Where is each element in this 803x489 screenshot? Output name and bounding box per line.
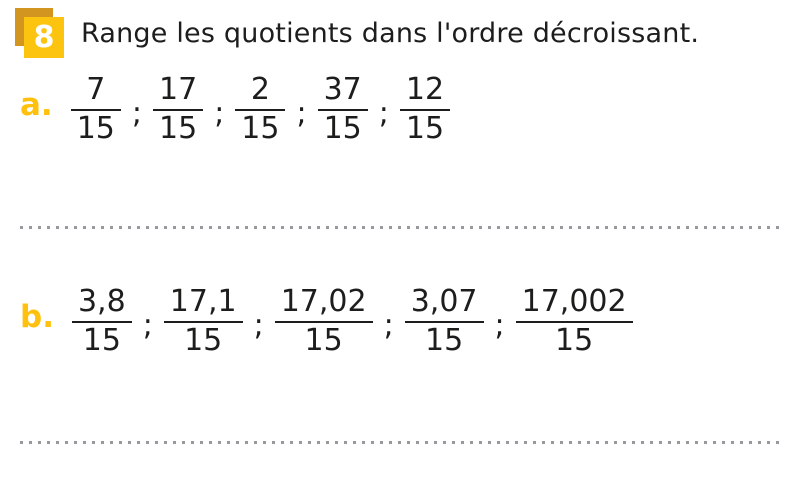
fraction: 17,1 15 xyxy=(163,284,243,359)
item-a-label: a. xyxy=(20,86,53,123)
fraction-bar xyxy=(153,109,204,112)
fraction-bar xyxy=(70,109,121,112)
fraction-denominator: 15 xyxy=(184,323,223,359)
fraction-bar xyxy=(404,321,484,324)
separator: ; xyxy=(253,308,264,344)
separator: ; xyxy=(214,96,225,132)
fraction-denominator: 15 xyxy=(555,323,594,359)
item-b-row: b. 3,8 15 ; 17,1 15 ; 17,02 15 ; 3,07 15… xyxy=(20,284,633,359)
fraction: 12 15 xyxy=(399,72,451,147)
fraction-bar xyxy=(274,321,373,324)
fraction-numerator: 17 xyxy=(159,72,198,107)
fraction: 7 15 xyxy=(70,72,121,147)
fraction-numerator: 7 xyxy=(86,72,106,107)
fraction-denominator: 15 xyxy=(159,111,198,147)
separator: ; xyxy=(383,308,394,344)
item-b-label: b. xyxy=(20,298,54,335)
fraction: 37 15 xyxy=(317,72,368,147)
fraction-bar xyxy=(515,321,633,324)
separator: ; xyxy=(494,308,505,344)
fraction: 2 15 xyxy=(235,72,286,147)
fraction-denominator: 15 xyxy=(241,111,280,147)
separator: ; xyxy=(378,96,389,132)
fraction-numerator: 2 xyxy=(250,72,270,107)
fraction-numerator: 12 xyxy=(405,72,445,107)
fraction: 3,8 15 xyxy=(71,284,132,359)
fraction-numerator: 3,07 xyxy=(410,284,478,319)
answer-dotted-line-b xyxy=(20,441,782,444)
fraction-numerator: 3,8 xyxy=(77,284,126,319)
fraction-denominator: 15 xyxy=(425,323,464,359)
fraction: 17,002 15 xyxy=(515,284,633,359)
answer-dotted-line-a xyxy=(20,226,782,229)
separator: ; xyxy=(142,308,153,344)
fraction: 17,02 15 xyxy=(274,284,373,359)
fraction: 17 15 xyxy=(153,72,204,147)
item-a-row: a. 7 15 ; 17 15 ; 2 15 ; 37 15 ; 12 15 xyxy=(20,72,451,147)
fraction-bar xyxy=(163,321,243,324)
fraction-denominator: 15 xyxy=(405,111,445,147)
separator: ; xyxy=(296,96,307,132)
fraction-denominator: 15 xyxy=(76,111,115,147)
exercise-title: Range les quotients dans l'ordre décrois… xyxy=(81,17,700,49)
exercise-header: 8 Range les quotients dans l'ordre décro… xyxy=(15,8,699,58)
fraction-bar xyxy=(235,109,286,112)
fraction-bar xyxy=(317,109,368,112)
separator: ; xyxy=(131,96,142,132)
fraction-numerator: 17,002 xyxy=(521,284,627,319)
exercise-number: 8 xyxy=(33,20,55,55)
fraction-denominator: 15 xyxy=(304,323,343,359)
fraction-denominator: 15 xyxy=(82,323,121,359)
badge-front-square: 8 xyxy=(24,17,64,58)
fraction-bar xyxy=(399,109,451,112)
fraction-bar xyxy=(71,321,132,324)
fraction-numerator: 17,1 xyxy=(169,284,237,319)
fraction: 3,07 15 xyxy=(404,284,484,359)
fraction-denominator: 15 xyxy=(323,111,362,147)
fraction-numerator: 17,02 xyxy=(280,284,367,319)
fraction-numerator: 37 xyxy=(323,72,362,107)
exercise-number-badge: 8 xyxy=(15,8,64,58)
